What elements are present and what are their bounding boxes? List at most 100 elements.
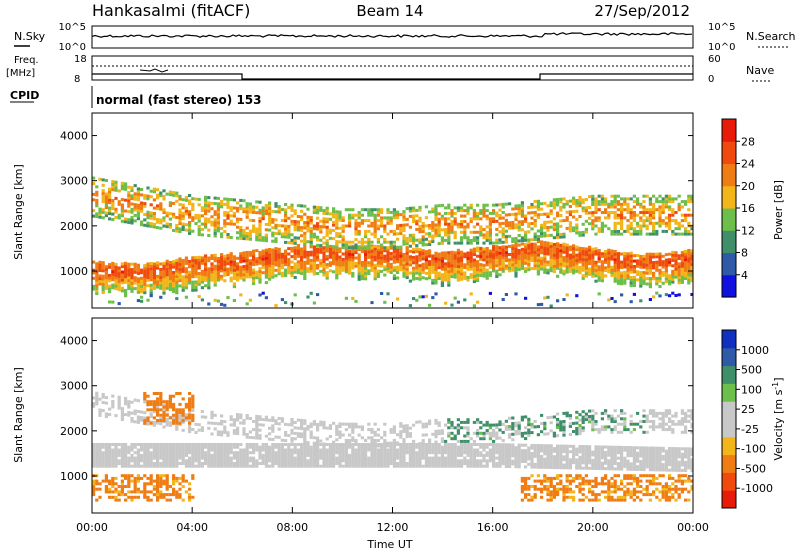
- velocity-cell: [277, 451, 281, 455]
- power-cell: [325, 265, 329, 269]
- power-cell: [501, 248, 505, 252]
- power-cell: [626, 205, 630, 209]
- power-cell: [140, 204, 144, 208]
- power-cell: [383, 224, 387, 228]
- velocity-cell: [127, 402, 131, 406]
- power-cell: [511, 226, 515, 230]
- power-cell: [383, 273, 387, 277]
- power-cell: [207, 228, 211, 232]
- power-cell: [434, 223, 438, 227]
- power-cell: [684, 271, 688, 275]
- power-cell: [677, 202, 681, 206]
- power-cell: [370, 266, 374, 270]
- power-cell: [312, 250, 316, 254]
- power-cell: [280, 208, 284, 212]
- power-cell: [600, 254, 604, 258]
- velocity-cell: [392, 425, 396, 429]
- power-cell: [271, 275, 275, 279]
- power-cell: [274, 247, 278, 251]
- power-cell: [146, 273, 150, 277]
- velocity-cell: [303, 443, 307, 446]
- velocity-cell: [204, 415, 208, 419]
- power-cell: [181, 217, 185, 221]
- velocity-cell: [245, 416, 249, 420]
- velocity-cell: [156, 445, 160, 449]
- power-cell: [613, 224, 617, 228]
- power-cell: [520, 201, 524, 205]
- power-cell: [101, 277, 105, 281]
- power-cell: [303, 242, 307, 246]
- velocity-cell: [117, 406, 121, 410]
- power-cell: [520, 266, 524, 270]
- power-cell: [530, 238, 534, 242]
- velocity-cell: [271, 462, 275, 465]
- power-cell: [597, 270, 601, 274]
- power-cell: [504, 259, 508, 263]
- power-cell: [146, 284, 150, 288]
- power-cell: [402, 263, 406, 267]
- power-cell: [668, 279, 672, 283]
- power-cell: [556, 255, 560, 259]
- power-cell: [527, 265, 531, 269]
- velocity-cell: [229, 423, 233, 427]
- power-cell: [485, 268, 489, 272]
- freq-tick-top: 18: [74, 54, 87, 65]
- power-cell: [639, 202, 643, 206]
- power-cell: [261, 249, 265, 253]
- velocity-cell: [120, 456, 124, 460]
- power-cell: [552, 203, 556, 207]
- power-cell: [149, 270, 153, 274]
- velocity-cell: [146, 416, 150, 420]
- velocity-cell: [156, 495, 160, 499]
- power-cell: [405, 248, 409, 252]
- velocity-cell: [271, 456, 275, 460]
- power-cell: [447, 259, 451, 263]
- power-cell: [396, 232, 400, 236]
- velocity-cell: [258, 462, 262, 465]
- power-cell: [620, 227, 624, 231]
- power-cell: [508, 269, 512, 273]
- velocity-cell: [232, 456, 236, 460]
- power-cell: [274, 202, 278, 206]
- velocity-cell: [104, 487, 108, 491]
- power-cell: [261, 206, 265, 210]
- power-cell: [287, 227, 291, 231]
- power-cell: [549, 269, 553, 273]
- power-cell: [229, 208, 233, 212]
- power-cell: [223, 230, 227, 233]
- power-cell: [444, 251, 448, 255]
- velocity-cell: [322, 442, 326, 446]
- power-cell: [479, 263, 483, 267]
- power-cell: [328, 244, 332, 248]
- power-cell: [536, 256, 540, 260]
- power-cell: [421, 235, 425, 239]
- power-cell: [344, 246, 348, 250]
- power-cell: [104, 195, 108, 199]
- velocity-cell: [124, 498, 128, 502]
- power-cell: [680, 253, 684, 257]
- power-cell: [671, 219, 675, 223]
- power-cell: [533, 235, 537, 239]
- velocity-cell: [258, 434, 262, 438]
- power-cell: [610, 268, 614, 272]
- velocity-cell: [216, 462, 220, 465]
- power-cell: [191, 269, 195, 273]
- power-cell: [389, 268, 393, 272]
- power-cell: [95, 265, 99, 268]
- power-cell: [188, 229, 192, 233]
- power-cell: [431, 265, 435, 269]
- velocity-cell: [386, 448, 390, 452]
- power-cell: [104, 192, 108, 196]
- velocity-cell: [245, 445, 249, 449]
- power-cell: [588, 248, 592, 252]
- velocity-cell: [226, 443, 230, 446]
- power-cell: [565, 251, 569, 255]
- velocity-cell: [351, 439, 355, 442]
- power-cell: [264, 281, 268, 285]
- power-cell: [226, 296, 230, 300]
- power-cell: [556, 230, 560, 234]
- power-cell: [322, 254, 326, 258]
- velocity-cell: [354, 453, 358, 457]
- power-cell: [597, 229, 601, 233]
- power-cell: [274, 210, 278, 214]
